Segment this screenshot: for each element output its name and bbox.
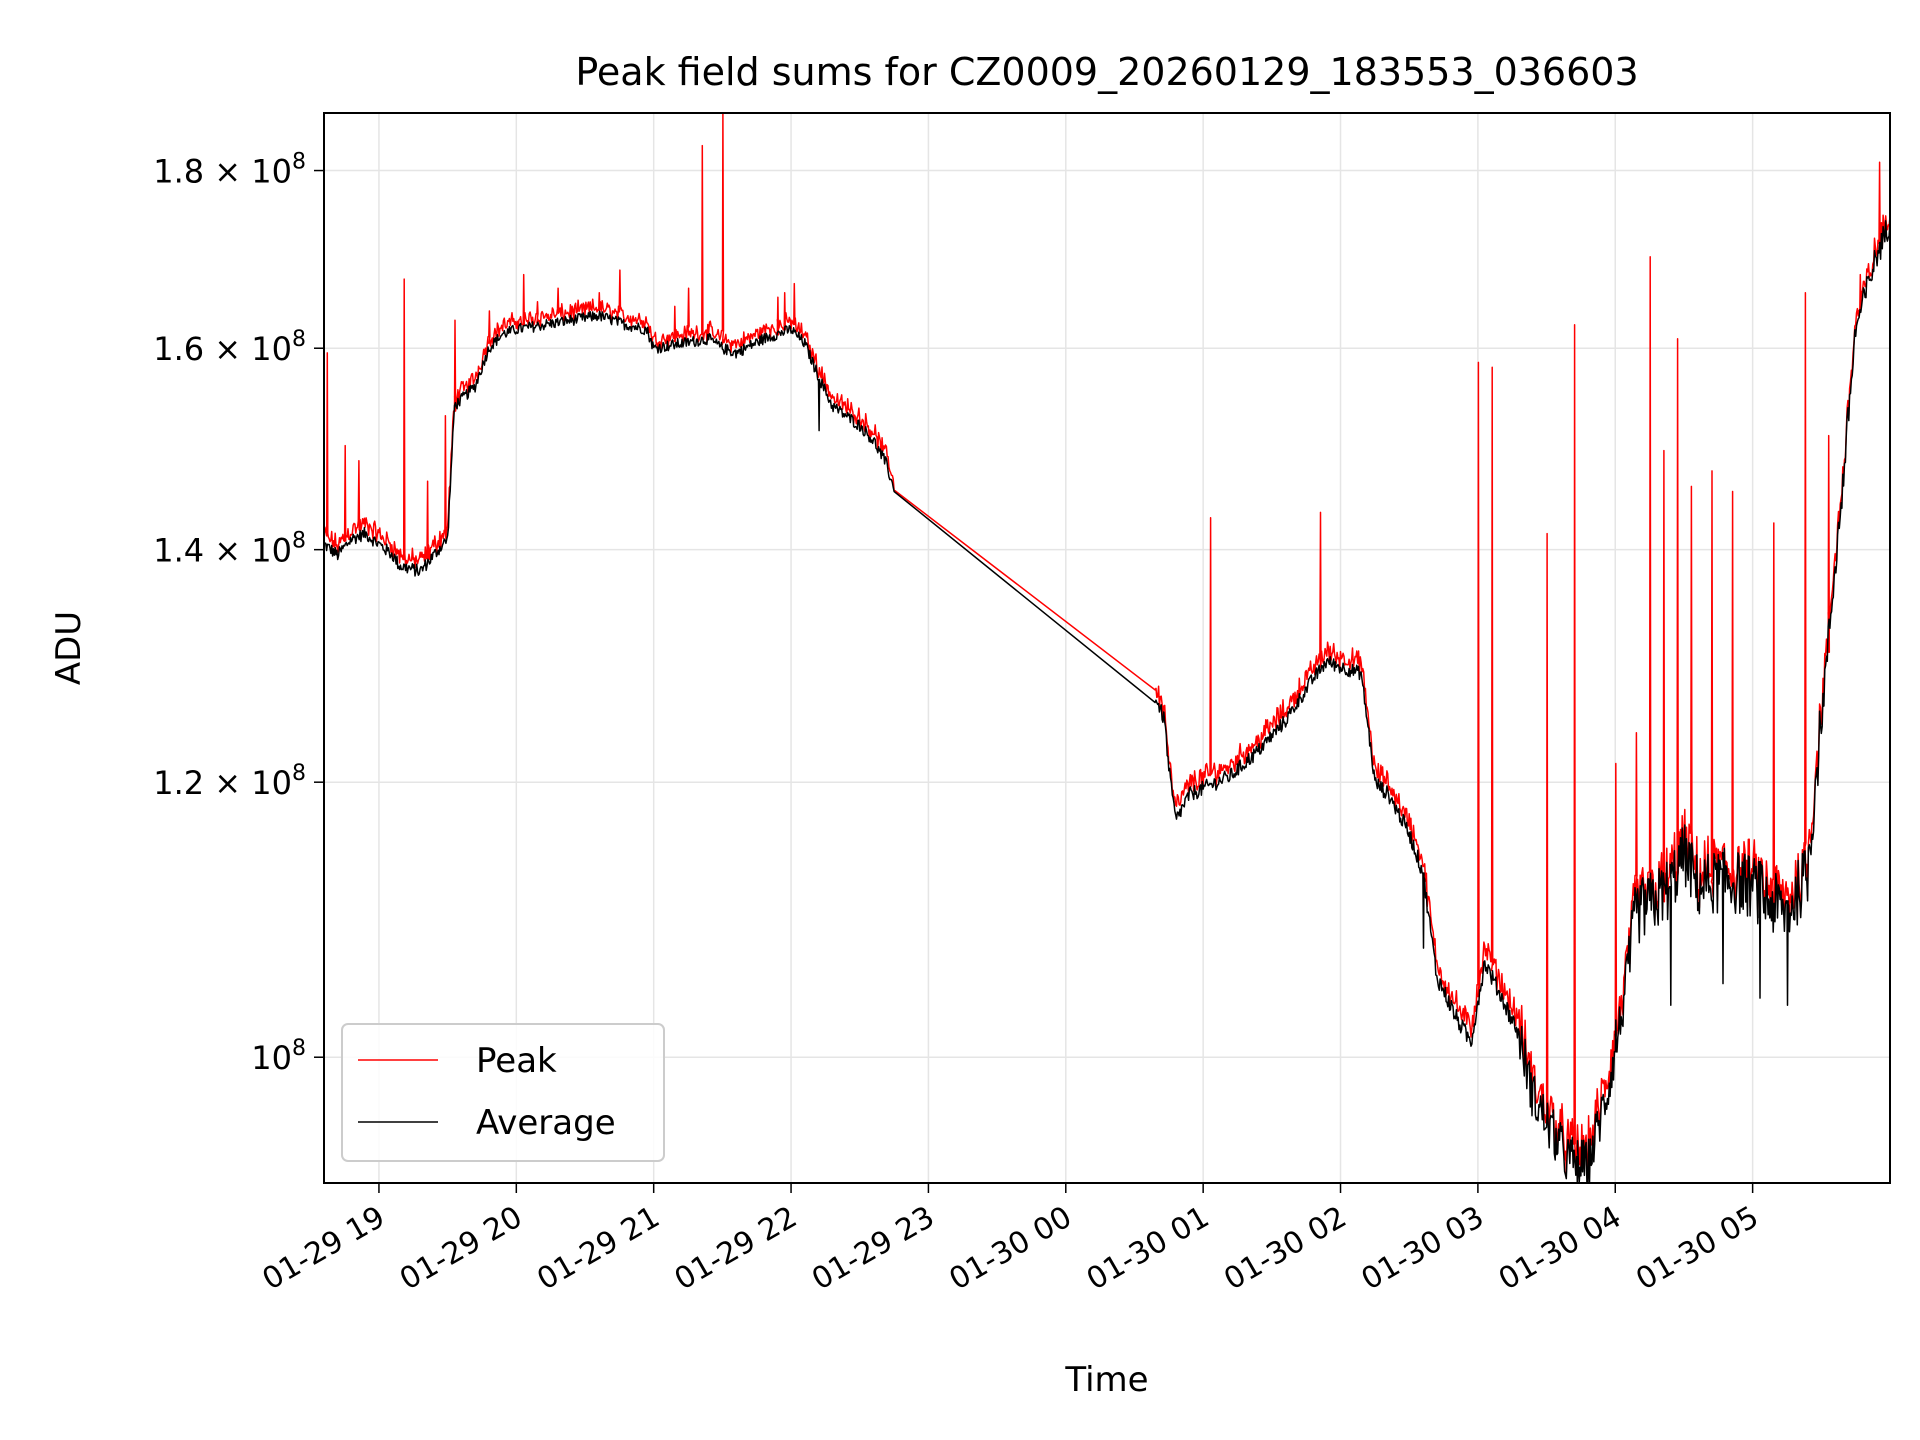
y-tick-label: 1.6 × 108 bbox=[153, 327, 306, 368]
y-tick-label: 1.2 × 108 bbox=[153, 761, 306, 802]
legend: Peak Average bbox=[341, 1023, 665, 1162]
y-axis-label: ADU bbox=[49, 611, 89, 685]
x-axis-label: Time bbox=[1064, 1360, 1148, 1400]
y-tick-label: 108 bbox=[251, 1036, 306, 1077]
y-tick-label: 1.8 × 108 bbox=[153, 150, 306, 191]
legend-label-peak: Peak bbox=[476, 1041, 557, 1081]
legend-box bbox=[341, 1023, 665, 1162]
series-line-average bbox=[323, 220, 1891, 1184]
chart-title: Peak field sums for CZ0009_20260129_1835… bbox=[575, 50, 1638, 94]
legend-label-average: Average bbox=[476, 1103, 616, 1143]
y-tick-label: 1.4 × 108 bbox=[153, 529, 306, 570]
plot-frame bbox=[323, 112, 1891, 1184]
plot-layer bbox=[323, 112, 1891, 1184]
